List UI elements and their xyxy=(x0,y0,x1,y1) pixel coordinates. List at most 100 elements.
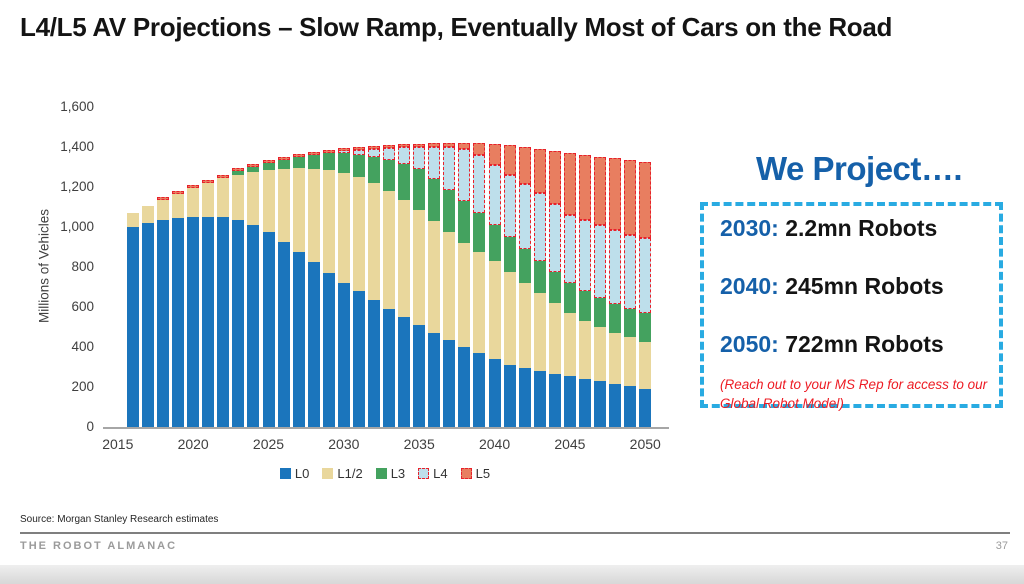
legend-label-L5: L5 xyxy=(475,466,491,481)
bar-segment-L3-2026 xyxy=(277,160,290,169)
bar-segment-L12-2033 xyxy=(383,191,396,309)
bar-segment-L12-2049 xyxy=(624,337,637,387)
x-tick-2020: 2020 xyxy=(177,436,209,452)
bar-segment-L5-2028 xyxy=(307,152,320,155)
bottom-gray-bar xyxy=(0,565,1024,584)
bar-segment-L5-2021 xyxy=(202,180,215,183)
bar-segment-L4-2037 xyxy=(443,147,456,190)
bar-segment-L5-2026 xyxy=(277,157,290,161)
bar-segment-L3-2041 xyxy=(503,237,516,272)
bar-segment-L5-2023 xyxy=(232,168,245,171)
bar-segment-L12-2046 xyxy=(578,320,591,379)
bar-segment-L3-2029 xyxy=(322,153,335,171)
brand-label: THE ROBOT ALMANAC xyxy=(20,540,178,552)
bar-segment-L4-2040 xyxy=(488,165,501,226)
x-tick-2045: 2045 xyxy=(554,436,586,452)
bar-segment-L0-2038 xyxy=(458,347,471,427)
bar-segment-L3-2037 xyxy=(443,190,456,232)
bar-segment-L3-2040 xyxy=(488,225,501,262)
bar-segment-L5-2049 xyxy=(624,160,637,235)
bar-segment-L0-2043 xyxy=(533,371,546,427)
page-number: 37 xyxy=(995,540,1008,552)
legend-swatch-L0 xyxy=(279,468,291,479)
legend-swatch-L3 xyxy=(375,468,387,479)
legend-swatch-L12 xyxy=(322,468,334,479)
bar-segment-L4-2041 xyxy=(503,174,516,238)
bar-segment-L12-2018 xyxy=(157,199,169,220)
bar-segment-L3-2046 xyxy=(578,291,591,321)
legend-label-L12: L1/2 xyxy=(337,466,363,481)
bar-segment-L5-2020 xyxy=(187,185,200,189)
legend-label-L4: L4 xyxy=(433,466,448,481)
bar-segment-L0-2035 xyxy=(413,325,426,427)
bar-segment-L4-2049 xyxy=(624,234,637,309)
y-tick-200: 200 xyxy=(71,379,94,394)
bar-segment-L5-2044 xyxy=(548,150,561,204)
bar-segment-L5-2019 xyxy=(172,190,185,194)
we-project-heading: We Project…. xyxy=(755,150,963,187)
bar-segment-L5-2030 xyxy=(337,148,350,151)
bar-segment-L0-2036 xyxy=(428,333,441,427)
bar-segment-L12-2029 xyxy=(322,170,335,273)
bar-segment-L12-2045 xyxy=(563,312,576,377)
bar-segment-L5-2034 xyxy=(398,144,411,147)
bar-segment-L0-2023 xyxy=(232,219,245,427)
y-tick-1,600: 1,600 xyxy=(60,99,94,114)
bar-segment-L3-2025 xyxy=(262,163,275,170)
bar-segment-L4-2048 xyxy=(609,230,622,304)
bar-segment-L5-2024 xyxy=(247,164,260,167)
x-tick-2015: 2015 xyxy=(102,436,134,452)
slide-title: L4/L5 AV Projections – Slow Ramp, Eventu… xyxy=(20,12,893,42)
chart-legend: L0 L1/2 L3 L4 L5 xyxy=(107,466,663,481)
x-tick-2040: 2040 xyxy=(478,436,511,452)
bar-segment-L12-2022 xyxy=(217,178,230,218)
bar-segment-L12-2017 xyxy=(141,206,154,223)
bar-segment-L5-2022 xyxy=(217,175,230,179)
bar-segment-L3-2049 xyxy=(624,309,637,338)
bar-segment-L12-2041 xyxy=(503,272,516,365)
bar-segment-L0-2042 xyxy=(518,368,531,427)
bar-segment-L0-2019 xyxy=(172,217,185,427)
bar-segment-L12-2036 xyxy=(428,220,441,333)
bar-segment-L5-2032 xyxy=(367,145,380,149)
projection-year: 2030: xyxy=(720,215,786,241)
bar-segment-L0-2021 xyxy=(202,216,215,427)
bar-segment-L3-2024 xyxy=(247,167,260,172)
bar-segment-L5-2039 xyxy=(473,143,486,155)
bar-segment-L3-2044 xyxy=(548,272,561,303)
bar-segment-L12-2040 xyxy=(488,261,501,360)
bar-segment-L0-2040 xyxy=(488,359,501,427)
bar-segment-L12-2019 xyxy=(172,193,185,218)
bar-segment-L0-2029 xyxy=(322,273,335,427)
bar-segment-L12-2026 xyxy=(277,168,290,242)
bar-segment-L4-2031 xyxy=(352,149,365,155)
bar-segment-L0-2024 xyxy=(247,225,260,427)
bar-segment-L3-2033 xyxy=(383,160,396,191)
bar-segment-L0-2050 xyxy=(639,388,652,427)
bar-segment-L5-2045 xyxy=(563,152,576,215)
projection-value: 2.2mn Robots xyxy=(785,215,938,241)
bar-segment-L5-2038 xyxy=(458,143,471,149)
bar-segment-L3-2047 xyxy=(594,298,607,327)
bar-segment-L5-2040 xyxy=(488,144,501,165)
bar-segment-L12-2038 xyxy=(458,243,471,347)
bar-segment-L3-2039 xyxy=(473,213,486,252)
projection-row-2040: 2040: 245mn Robots xyxy=(720,274,991,298)
bar-segment-L4-2050 xyxy=(639,238,652,313)
bar-segment-L5-2041 xyxy=(503,145,516,175)
bar-segment-L3-2032 xyxy=(367,157,380,184)
bar-segment-L4-2035 xyxy=(413,146,426,169)
x-tick-2025: 2025 xyxy=(252,436,285,452)
bar-segment-L12-2027 xyxy=(292,168,305,252)
bar-segment-L5-2031 xyxy=(352,146,365,150)
y-tick-800: 800 xyxy=(71,259,94,274)
bar-segment-L0-2049 xyxy=(624,386,637,427)
bar-segment-L12-2035 xyxy=(413,209,426,326)
bar-segment-L12-2025 xyxy=(262,169,275,232)
bar-segment-L0-2033 xyxy=(383,309,396,427)
bar-segment-L4-2046 xyxy=(578,220,591,291)
bar-segment-L3-2027 xyxy=(292,157,305,169)
bar-segment-L0-2025 xyxy=(262,231,275,427)
y-tick-1,200: 1,200 xyxy=(60,179,94,194)
